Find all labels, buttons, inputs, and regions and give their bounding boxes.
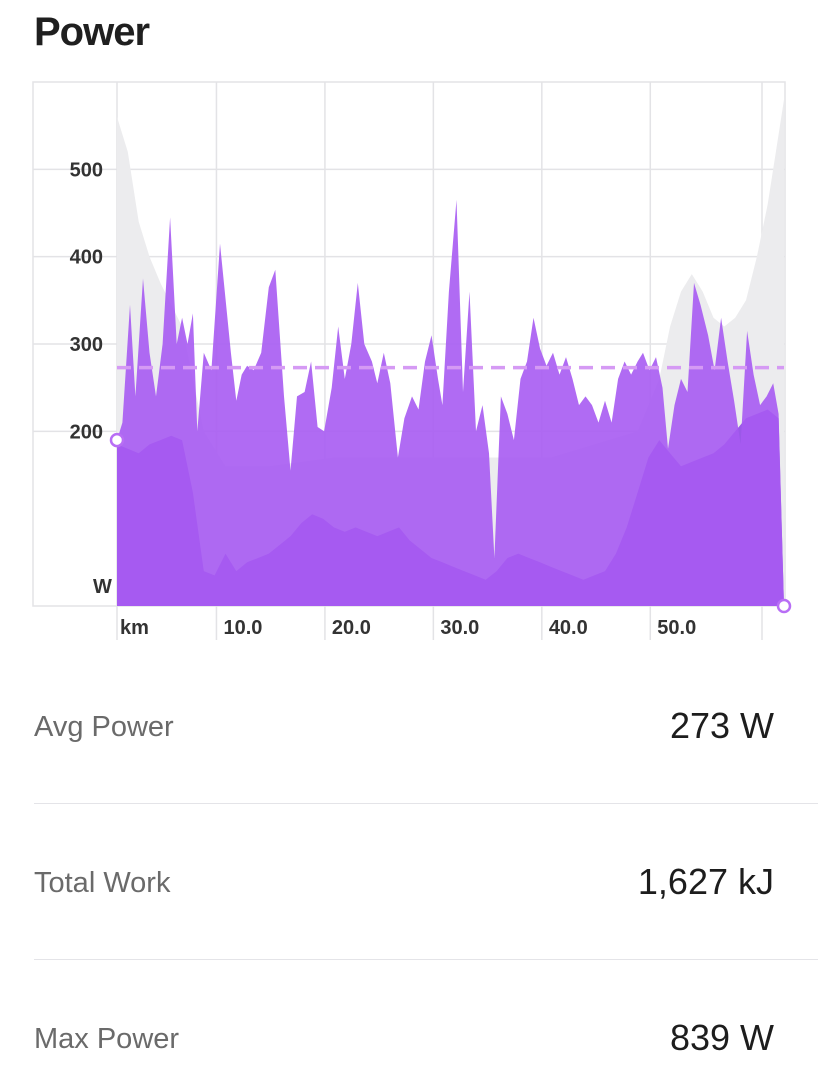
x-unit-label: km [120,617,149,639]
y-tick-label: 300 [70,334,103,356]
total-work-value: 1,627 kJ [637,861,774,902]
stat-row-avg-power: Avg Power 273 W [34,687,818,767]
power-area [117,199,784,606]
x-tick-label: 50.0 [657,617,696,639]
y-tick-label: 500 [70,159,103,181]
x-tick-label: 40.0 [549,617,588,639]
y-tick-label: 400 [70,247,103,269]
page-title: Power [34,10,150,54]
x-tick-label: 10.0 [223,617,262,639]
start-marker[interactable] [109,432,125,448]
end-marker[interactable] [776,598,792,614]
total-work-label: Total Work [34,867,171,899]
y-unit-label: W [93,576,112,598]
power-chart[interactable]: 200 300 400 500 10.0 20.0 30.0 40.0 50.0 W km [0,0,818,650]
x-tick-label: 30.0 [440,617,479,639]
avg-power-label: Avg Power [34,711,174,743]
stat-row-total-work: Total Work 1,627 kJ [34,843,818,923]
divider [34,959,818,960]
max-power-label: Max Power [34,1023,180,1055]
divider [34,803,818,804]
max-power-value: 839 W [669,1017,774,1058]
avg-power-value: 273 W [669,705,774,746]
stat-row-max-power: Max Power 839 W [34,999,818,1079]
y-tick-label: 200 [70,421,103,443]
x-tick-label: 20.0 [332,617,371,639]
